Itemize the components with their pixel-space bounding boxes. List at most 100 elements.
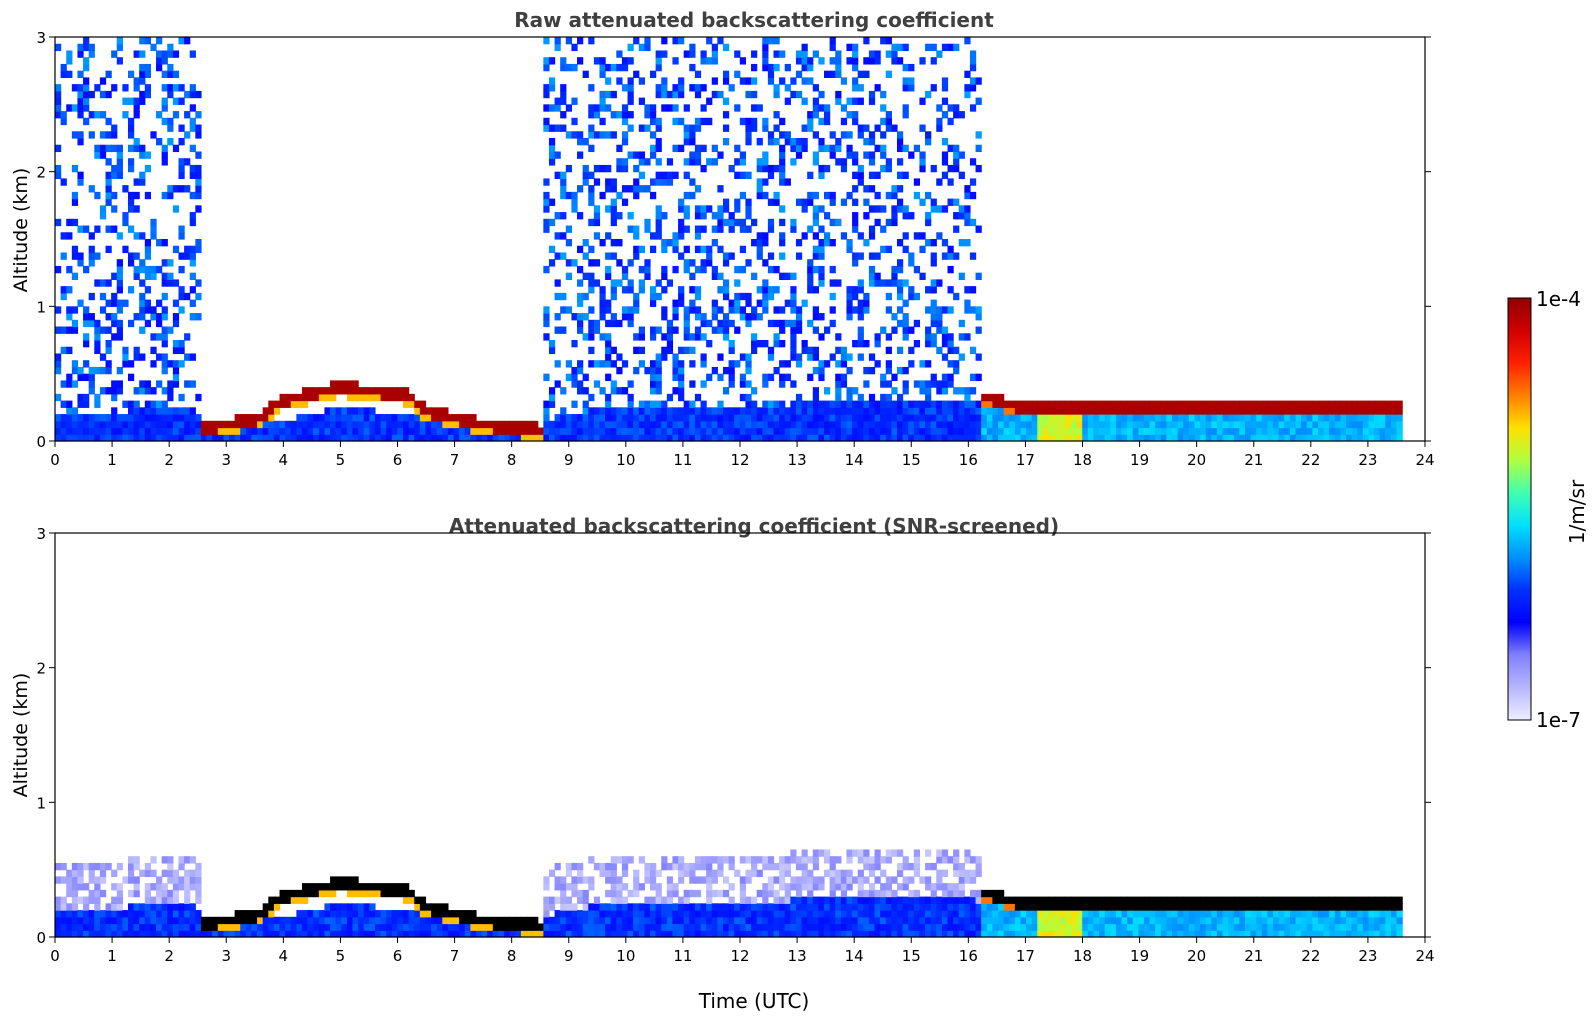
heatmap-cell (560, 916, 567, 925)
heatmap-cell (167, 43, 174, 52)
heatmap-cell (711, 414, 718, 422)
heatmap-cell (795, 70, 803, 78)
heatmap-cell (908, 292, 915, 301)
heatmap-cell (818, 171, 825, 179)
heatmap-cell (380, 393, 387, 402)
heatmap-cell (99, 205, 107, 213)
heatmap-cell (156, 903, 163, 911)
heatmap-cell (896, 279, 904, 287)
heatmap-cell (689, 191, 696, 200)
heatmap-cell (313, 889, 320, 898)
heatmap-cell (105, 279, 112, 287)
heatmap-cell (313, 930, 320, 938)
heatmap-cell (1312, 910, 1319, 918)
heatmap-cell (1211, 923, 1218, 931)
heatmap-cell (1256, 930, 1263, 938)
heatmap-cell (1037, 400, 1044, 408)
heatmap-cell (1155, 916, 1162, 925)
heatmap-cell (206, 427, 213, 435)
heatmap-cell (1042, 414, 1050, 422)
heatmap-cell (548, 245, 556, 254)
heatmap-cell (577, 138, 584, 146)
y-tick-label: 3 (36, 29, 46, 47)
heatmap-cell (857, 930, 864, 938)
heatmap-cell (857, 252, 864, 260)
heatmap-cell (543, 191, 550, 200)
heatmap-cell (992, 930, 999, 938)
heatmap-cell (599, 239, 606, 247)
heatmap-cell (582, 434, 589, 442)
heatmap-cell (930, 910, 937, 918)
heatmap-cell (621, 856, 629, 864)
heatmap-cell (683, 171, 690, 179)
heatmap-cell (1065, 916, 1072, 925)
heatmap-cell (773, 191, 780, 200)
heatmap-cell (779, 856, 786, 864)
heatmap-cell (655, 916, 662, 925)
heatmap-cell (577, 427, 584, 435)
heatmap-cell (666, 319, 674, 328)
heatmap-cell (638, 286, 645, 294)
heatmap-cell (605, 252, 612, 260)
heatmap-cell (605, 205, 612, 213)
heatmap-cell (268, 434, 275, 442)
heatmap-cell (739, 916, 747, 925)
heatmap-cell (189, 218, 196, 227)
heatmap-cell (245, 916, 253, 925)
heatmap-cell (678, 916, 685, 925)
heatmap-cell (83, 896, 90, 904)
heatmap-cell (902, 245, 909, 254)
heatmap-cell (71, 366, 79, 375)
heatmap-cell (762, 117, 769, 126)
heatmap-cell (307, 910, 314, 918)
heatmap-cell (1054, 910, 1061, 918)
heatmap-cell (577, 313, 584, 321)
heatmap-cell (83, 340, 90, 348)
heatmap-cell (829, 856, 836, 864)
heatmap-cell (273, 420, 281, 429)
heatmap-cell (1312, 903, 1319, 911)
heatmap-cell (964, 218, 971, 227)
heatmap-cell (874, 360, 881, 368)
heatmap-cell (139, 387, 146, 395)
heatmap-cell (144, 239, 152, 247)
heatmap-cell (172, 407, 180, 415)
heatmap-cell (335, 916, 342, 925)
heatmap-cell (655, 380, 662, 388)
heatmap-cell (1317, 903, 1325, 911)
heatmap-cell (1200, 434, 1207, 442)
heatmap-cell (633, 232, 640, 240)
heatmap-cell (655, 90, 662, 99)
heatmap-cell (229, 420, 236, 429)
heatmap-cell (1200, 923, 1207, 931)
heatmap-cell (621, 414, 629, 422)
heatmap-cell (947, 43, 954, 52)
heatmap-cell (930, 862, 937, 871)
heatmap-cell (638, 245, 645, 254)
heatmap-cell (913, 178, 921, 186)
heatmap-cell (818, 414, 825, 422)
heatmap-cell (745, 198, 752, 206)
heatmap-cell (975, 856, 982, 864)
heatmap-cell (105, 414, 112, 422)
heatmap-cell (633, 903, 640, 911)
heatmap-cell (144, 923, 152, 931)
heatmap-cell (1351, 930, 1358, 938)
heatmap-cell (66, 400, 73, 408)
heatmap-cell (840, 930, 848, 938)
heatmap-cell (835, 387, 842, 395)
heatmap-cell (122, 185, 129, 193)
heatmap-cell (543, 205, 550, 213)
heatmap-cell (762, 896, 769, 904)
heatmap-cell (273, 427, 281, 435)
heatmap-cell (734, 930, 741, 938)
heatmap-cell (846, 427, 853, 435)
heatmap-cell (1385, 930, 1392, 938)
heatmap-cell (773, 889, 780, 898)
heatmap-cell (560, 896, 567, 904)
heatmap-cell (868, 138, 876, 146)
heatmap-cell (650, 104, 657, 112)
heatmap-cell (790, 896, 797, 904)
heatmap-cell (77, 84, 84, 92)
heatmap-cell (144, 407, 152, 415)
